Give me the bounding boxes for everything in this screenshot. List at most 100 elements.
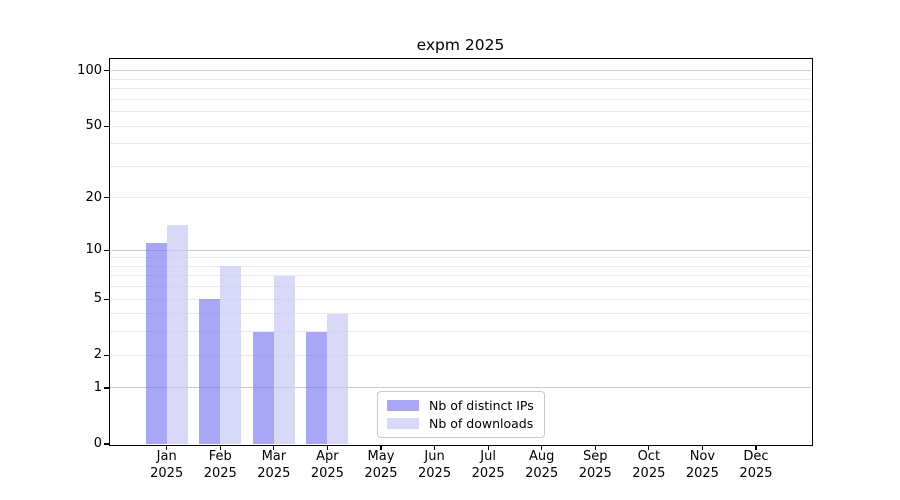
chart-title: expm 2025: [416, 36, 505, 54]
gridline-minor-3: [110, 331, 811, 333]
legend-label-downloads: Nb of downloads: [429, 416, 534, 431]
x-tick-month-may: May: [367, 449, 395, 464]
gridline-minor-80: [110, 88, 811, 90]
x-tick-feb: [219, 444, 221, 450]
y-tick-label-20: 20: [85, 189, 102, 205]
gridline-minor-40: [110, 143, 811, 145]
gridline-minor-90: [110, 78, 811, 80]
x-tick-sep: [594, 444, 596, 450]
bar-feb-nb-of-downloads: [220, 266, 242, 444]
legend-swatch-distinct-ips: [387, 400, 419, 411]
gridline-minor-6: [110, 286, 811, 288]
y-tick-20: [104, 197, 110, 199]
x-tick-year-aug: 2025: [525, 466, 559, 481]
bar-jan-nb-of-downloads: [166, 225, 188, 444]
y-tick-1: [104, 387, 110, 389]
x-tick-year-jun: 2025: [418, 466, 452, 481]
x-tick-label-feb: Feb 2025: [180, 448, 260, 482]
x-tick-nov: [701, 444, 703, 450]
x-tick-month-sep: Sep: [582, 449, 608, 464]
y-tick-label-10: 10: [85, 242, 102, 258]
y-tick-label-0: 0: [93, 436, 102, 451]
x-tick-oct: [648, 444, 650, 450]
x-tick-month-oct: Oct: [637, 449, 661, 464]
gridline-minor-5: [110, 298, 811, 300]
gridline-minor-50: [110, 125, 811, 127]
gridline-minor-70: [110, 98, 811, 100]
x-tick-jun: [433, 444, 436, 450]
x-tick-month-jan: Jan: [156, 449, 177, 464]
x-tick-label-jun: Jun 2025: [395, 448, 475, 482]
x-tick-month-apr: Apr: [316, 449, 339, 464]
x-tick-year-nov: 2025: [685, 466, 719, 481]
x-tick-label-apr: Apr 2025: [287, 448, 367, 482]
x-tick-dec: [755, 444, 757, 450]
x-tick-jan: [166, 444, 168, 450]
x-tick-label-may: May 2025: [341, 448, 421, 482]
x-tick-apr: [326, 444, 328, 450]
x-tick-year-jan: 2025: [150, 466, 184, 481]
legend-item-downloads: Nb of downloads: [387, 416, 544, 431]
bar-apr-nb-of-downloads: [327, 313, 349, 444]
x-tick-year-mar: 2025: [257, 466, 291, 481]
x-tick-month-mar: Mar: [261, 449, 287, 464]
y-tick-label-1: 1: [93, 379, 102, 395]
gridline-minor-4: [110, 313, 811, 315]
legend: Nb of distinct IPs Nb of downloads: [377, 391, 545, 438]
bar-feb-nb-of-distinct-ips: [199, 299, 221, 444]
gridline-minor-9: [110, 257, 811, 259]
gridline-minor-2: [110, 354, 811, 356]
gridline-minor-30: [110, 165, 811, 167]
x-tick-label-jan: Jan 2025: [127, 448, 207, 482]
x-tick-label-dec: Dec 2025: [716, 448, 796, 482]
x-tick-year-oct: 2025: [632, 466, 666, 481]
gridline-minor-20: [110, 197, 811, 199]
x-tick-label-jul: Jul 2025: [448, 448, 528, 482]
x-tick-year-jul: 2025: [471, 466, 505, 481]
bar-mar-nb-of-distinct-ips: [252, 331, 274, 444]
bar-mar-nb-of-downloads: [273, 275, 295, 444]
y-tick-label-50: 50: [85, 118, 102, 134]
x-tick-month-jul: Jul: [480, 449, 496, 464]
x-tick-label-sep: Sep 2025: [555, 448, 635, 482]
y-tick-0: [104, 443, 110, 445]
gridline-major-1: [110, 387, 811, 389]
legend-swatch-downloads: [387, 418, 419, 429]
legend-item-distinct-ips: Nb of distinct IPs: [387, 398, 544, 413]
x-tick-label-oct: Oct 2025: [609, 448, 689, 482]
x-tick-month-nov: Nov: [689, 449, 716, 464]
x-tick-year-dec: 2025: [739, 466, 773, 481]
x-tick-label-aug: Aug 2025: [502, 448, 582, 482]
bar-apr-nb-of-distinct-ips: [306, 331, 328, 444]
x-tick-label-mar: Mar 2025: [234, 448, 314, 482]
x-tick-month-jun: Jun: [424, 449, 445, 464]
gridline-major-10: [110, 249, 811, 251]
y-tick-5: [104, 298, 110, 300]
x-tick-jul: [487, 444, 489, 450]
x-tick-year-apr: 2025: [310, 466, 344, 481]
y-tick-label-100: 100: [77, 62, 102, 78]
y-tick-2: [104, 354, 110, 356]
x-tick-may: [380, 444, 382, 450]
x-tick-aug: [541, 444, 543, 450]
x-tick-year-feb: 2025: [203, 466, 237, 481]
x-tick-year-sep: 2025: [578, 466, 612, 481]
x-tick-month-aug: Aug: [528, 449, 555, 464]
x-tick-month-dec: Dec: [743, 449, 769, 464]
gridline-major-100: [110, 70, 811, 72]
y-tick-label-5: 5: [93, 291, 102, 307]
x-tick-mar: [273, 444, 275, 450]
y-tick-10: [104, 249, 110, 251]
gridline-minor-7: [110, 275, 811, 277]
x-tick-year-may: 2025: [364, 466, 398, 481]
x-tick-month-feb: Feb: [208, 449, 232, 464]
gridline-minor-8: [110, 265, 811, 267]
legend-label-distinct-ips: Nb of distinct IPs: [429, 398, 534, 413]
y-tick-100: [104, 70, 110, 72]
y-tick-50: [104, 125, 110, 127]
x-tick-label-nov: Nov 2025: [662, 448, 742, 482]
y-tick-label-2: 2: [93, 347, 102, 363]
bar-jan-nb-of-distinct-ips: [145, 243, 167, 444]
gridline-minor-60: [110, 111, 811, 113]
